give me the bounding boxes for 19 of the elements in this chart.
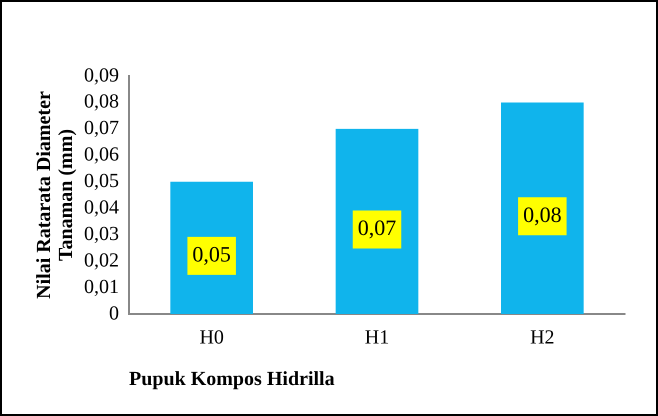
x-tick-label: H2 — [530, 326, 555, 348]
y-tick-label: 0,09 — [84, 64, 119, 86]
data-label: 0,05 — [192, 242, 231, 267]
y-tick-label: 0,04 — [84, 196, 119, 218]
x-tick-label: H0 — [199, 326, 224, 348]
y-tick-label: 0,03 — [84, 222, 119, 245]
y-tick-label: 0 — [109, 302, 119, 324]
y-axis-title: Nilai Ratarata Diameter Tanaman (mm) — [33, 91, 78, 299]
y-tick-label: 0,07 — [84, 117, 119, 140]
y-tick-label: 0,08 — [84, 90, 119, 113]
x-tick-label: H1 — [364, 326, 390, 348]
data-label: 0,07 — [358, 215, 396, 240]
y-tick-label: 0,06 — [84, 144, 119, 166]
y-tick-label: 0,02 — [84, 249, 119, 272]
x-axis-title: Pupuk Kompos Hidrilla — [129, 368, 335, 390]
bar — [501, 102, 584, 314]
data-label: 0,08 — [523, 202, 562, 228]
y-tick-label: 0,05 — [84, 170, 119, 192]
y-tick-label: 0,01 — [84, 276, 119, 298]
